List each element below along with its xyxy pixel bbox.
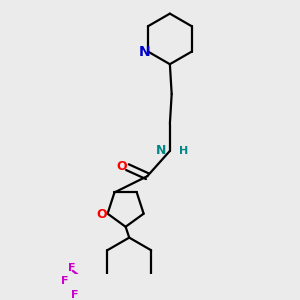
Text: F: F xyxy=(61,276,69,286)
Text: H: H xyxy=(179,146,188,156)
Text: F: F xyxy=(68,263,76,273)
Text: O: O xyxy=(117,160,127,173)
Text: O: O xyxy=(96,208,106,221)
Text: N: N xyxy=(156,144,166,158)
Text: N: N xyxy=(139,45,150,58)
Text: F: F xyxy=(71,290,79,300)
